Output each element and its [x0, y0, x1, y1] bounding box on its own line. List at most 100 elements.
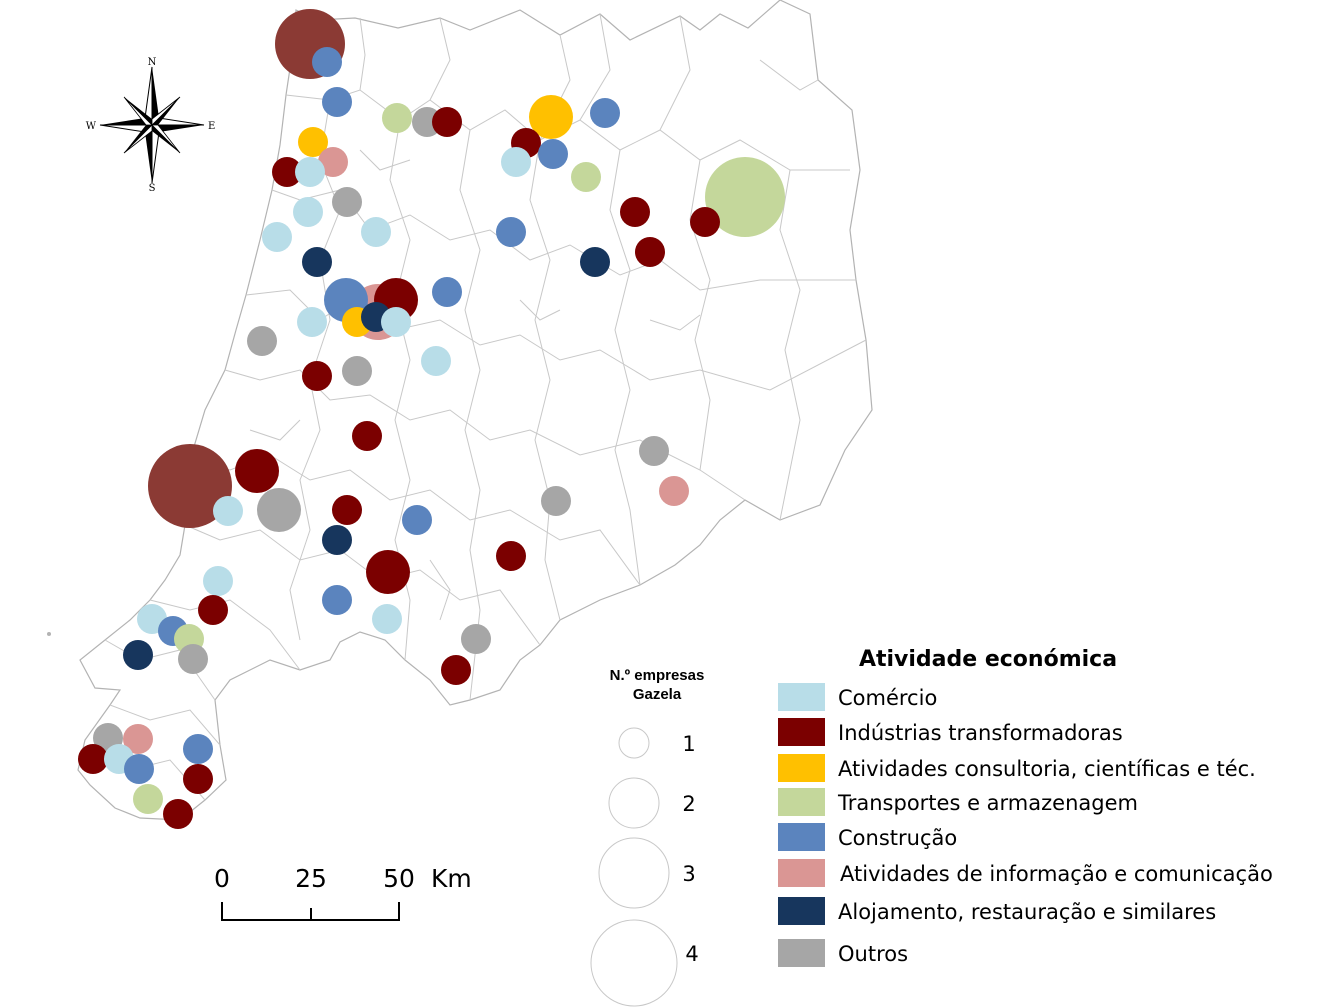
legend-swatch-alojamento — [778, 897, 825, 925]
map-point-informacao — [123, 724, 153, 754]
activity-legend: Atividade económica Comércio Indústrias t… — [778, 647, 1273, 967]
map-point-outros — [178, 644, 208, 674]
size-legend-label-4: 4 — [685, 942, 698, 966]
map-point-outros — [639, 436, 669, 466]
map-point-comercio — [372, 604, 402, 634]
legend-label-transportes: Transportes e armazenagem — [837, 791, 1138, 815]
size-legend-title-line1: N.º empresas — [610, 667, 705, 684]
legend-label-construcao: Construção — [838, 826, 957, 850]
map-point-comercio — [293, 197, 323, 227]
map-point-industria — [78, 744, 108, 774]
map-point-comercio — [501, 147, 531, 177]
legend-swatch-transportes — [778, 788, 825, 816]
map-point-outros — [332, 187, 362, 217]
map-point-industria — [183, 764, 213, 794]
map-point-construcao — [590, 98, 620, 128]
map-point-comercio — [381, 307, 411, 337]
legend-swatch-construcao — [778, 823, 825, 851]
map-point-industria — [496, 541, 526, 571]
map-point-construcao — [124, 754, 154, 784]
map-point-industria — [366, 550, 410, 594]
map-point-industria_dark — [148, 444, 232, 528]
compass-east-label: E — [208, 121, 215, 132]
map-point-transportes — [382, 103, 412, 133]
scale-tick-25: 25 — [295, 864, 327, 893]
size-legend-circle-4 — [590, 919, 678, 1007]
legend-label-industria: Indústrias transformadoras — [838, 721, 1123, 745]
map-point-outros — [257, 488, 301, 532]
size-legend-circle-2 — [608, 777, 660, 829]
scale-bar: 0 25 50 Km — [214, 864, 472, 921]
map-point-consultoria — [529, 95, 573, 139]
scale-tick-50: 50 — [383, 864, 415, 893]
map-point-alojamento — [322, 525, 352, 555]
map-point-transportes — [133, 784, 163, 814]
map-point-construcao — [496, 217, 526, 247]
size-legend: N.º empresas Gazela 1 2 3 4 — [590, 667, 705, 1007]
map-point-comercio — [361, 217, 391, 247]
map-point-informacao — [318, 147, 348, 177]
size-legend-circle-3 — [598, 837, 670, 909]
compass-rose: N S E W — [86, 57, 216, 194]
island-marker — [47, 632, 51, 636]
compass-north-label: N — [148, 57, 157, 68]
legend-swatch-comercio — [778, 683, 825, 711]
map-point-transportes — [571, 162, 601, 192]
map-point-transportes — [705, 157, 785, 237]
map-point-outros — [461, 624, 491, 654]
map-point-construcao — [538, 139, 568, 169]
map-point-consultoria — [298, 127, 328, 157]
map-point-construcao — [402, 505, 432, 535]
map-point-industria — [235, 449, 279, 493]
legend-swatch-consultoria — [778, 754, 825, 782]
map-point-comercio — [262, 222, 292, 252]
legend-label-outros: Outros — [838, 942, 908, 966]
legend-swatch-industria — [778, 718, 825, 746]
map-point-alojamento — [302, 247, 332, 277]
size-legend-title-line2: Gazela — [633, 686, 682, 703]
map-point-industria — [432, 107, 462, 137]
map-point-comercio — [203, 566, 233, 596]
map-point-construcao — [183, 734, 213, 764]
scale-unit: Km — [431, 864, 472, 893]
map-point-informacao — [659, 476, 689, 506]
map-point-industria — [272, 157, 302, 187]
map-point-construcao — [312, 47, 342, 77]
map-point-industria — [163, 799, 193, 829]
map-point-industria — [332, 495, 362, 525]
compass-star-icon — [99, 66, 205, 184]
map-point-outros — [541, 486, 571, 516]
activity-legend-items: Comércio Indústrias transformadoras Ativid… — [778, 683, 1273, 967]
map-point-industria — [635, 237, 665, 267]
map-point-construcao — [322, 87, 352, 117]
map-point-construcao — [322, 585, 352, 615]
map-point-outros — [247, 326, 277, 356]
map-point-industria — [198, 595, 228, 625]
map-point-industria — [690, 207, 720, 237]
size-legend-label-3: 3 — [682, 862, 695, 886]
region-map — [47, 0, 873, 821]
legend-label-alojamento: Alojamento, restauração e similares — [838, 900, 1216, 924]
map-point-industria — [441, 655, 471, 685]
legend-label-informacao: Atividades de informação e comunicação — [840, 862, 1273, 886]
legend-swatch-informacao — [778, 859, 825, 887]
map-point-alojamento — [580, 247, 610, 277]
region-outline — [77, 0, 873, 821]
compass-south-label: S — [149, 183, 156, 194]
map-point-outros — [342, 356, 372, 386]
size-legend-label-2: 2 — [682, 792, 695, 816]
map-point-comercio — [295, 157, 325, 187]
map-point-industria — [620, 197, 650, 227]
map-point-comercio — [297, 307, 327, 337]
map-point-alojamento — [123, 640, 153, 670]
legend-swatch-outros — [778, 939, 825, 967]
size-legend-label-1: 1 — [682, 732, 695, 756]
map-point-comercio — [213, 496, 243, 526]
compass-west-label: W — [86, 121, 97, 132]
map-point-industria — [302, 361, 332, 391]
size-legend-circle-1 — [618, 727, 650, 759]
map-point-comercio — [421, 346, 451, 376]
scale-line — [221, 902, 400, 921]
activity-legend-title: Atividade económica — [859, 647, 1117, 672]
